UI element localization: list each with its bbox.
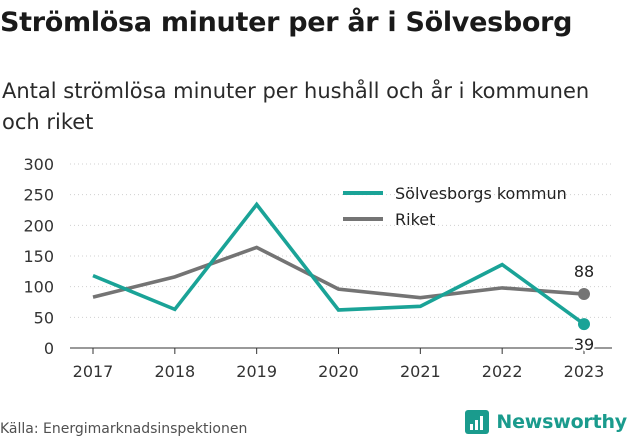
data-labels: 88 39 — [572, 262, 596, 356]
y-tick-label: 150 — [23, 247, 54, 266]
chart-subtitle: Antal strömlösa minuter per hushåll och … — [2, 79, 590, 134]
y-tick-label: 300 — [23, 155, 54, 174]
axes: 0 50 100 150 200 250 300 2017 2018 2019 2020 2021 20… — [23, 155, 612, 381]
x-tick-label: 2023 — [564, 362, 605, 381]
series-line-solvesborg — [92, 201, 586, 326]
x-tick-label: 2018 — [154, 362, 195, 381]
series-line-riket — [92, 245, 585, 300]
newsworthy-logo-icon — [465, 410, 490, 434]
data-label-riket-2023: 88 — [574, 262, 594, 281]
x-tick-label: 2020 — [318, 362, 359, 381]
brand-logo[interactable]: Newsworthy — [464, 408, 627, 436]
data-label-solvesborg-2023: 39 — [574, 335, 594, 354]
brand-name: Newsworthy — [496, 411, 627, 433]
y-tick-label: 50 — [34, 308, 54, 327]
chart-title: Strömlösa minuter per år i Sölvesborg — [0, 7, 573, 38]
series-end-point-riket — [578, 288, 590, 301]
x-tick-label: 2019 — [236, 362, 277, 381]
x-tick-label: 2022 — [482, 362, 523, 381]
y-tick-label: 100 — [23, 278, 54, 297]
x-tick-label: 2017 — [73, 362, 114, 381]
legend: Sölvesborgs kommun Riket — [343, 184, 567, 229]
y-tick-label: 200 — [23, 216, 54, 235]
legend-label: Riket — [395, 210, 435, 229]
x-tick-label: 2021 — [400, 362, 441, 381]
series-end-point-solvesborg — [578, 318, 590, 331]
y-tick-label: 250 — [23, 186, 54, 205]
line-chart: 0 50 100 150 200 250 300 2017 2018 2019 2020 2021 20… — [23, 155, 612, 381]
y-tick-label: 0 — [44, 339, 54, 358]
legend-label: Sölvesborgs kommun — [395, 184, 567, 203]
series-lines — [92, 201, 590, 331]
source-note: Källa: Energimarknadsinspektionen — [0, 421, 248, 437]
